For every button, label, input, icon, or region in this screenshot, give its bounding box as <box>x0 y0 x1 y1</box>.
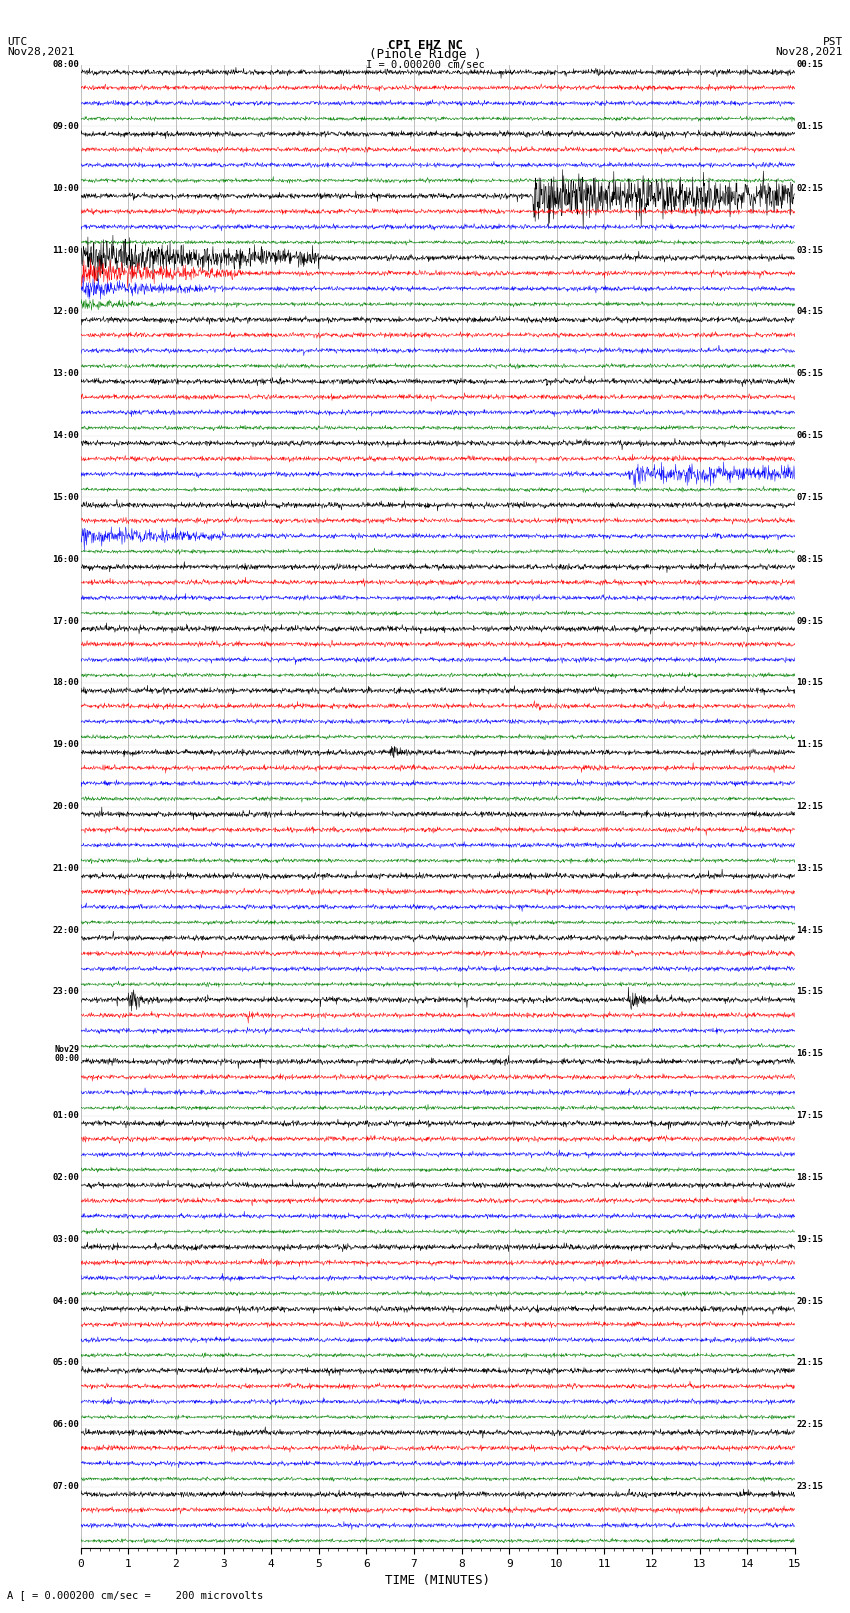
Text: 16:00: 16:00 <box>53 555 79 563</box>
Text: 23:15: 23:15 <box>796 1482 823 1490</box>
Text: 18:15: 18:15 <box>796 1173 823 1182</box>
Text: 20:00: 20:00 <box>53 802 79 811</box>
Text: 11:15: 11:15 <box>796 740 823 748</box>
Text: 01:00: 01:00 <box>53 1111 79 1119</box>
Text: 22:15: 22:15 <box>796 1421 823 1429</box>
Text: 22:00: 22:00 <box>53 926 79 934</box>
Text: Nov28,2021: Nov28,2021 <box>7 47 74 56</box>
Text: PST: PST <box>823 37 843 47</box>
Text: 06:15: 06:15 <box>796 431 823 440</box>
Text: 15:00: 15:00 <box>53 494 79 502</box>
Text: 02:00: 02:00 <box>53 1173 79 1182</box>
Text: CPI EHZ NC: CPI EHZ NC <box>388 39 462 52</box>
Text: 06:00: 06:00 <box>53 1421 79 1429</box>
Text: 10:15: 10:15 <box>796 679 823 687</box>
Text: 08:00: 08:00 <box>53 60 79 69</box>
Text: 14:15: 14:15 <box>796 926 823 934</box>
Text: Nov28,2021: Nov28,2021 <box>776 47 843 56</box>
Text: 09:00: 09:00 <box>53 123 79 131</box>
Text: 03:00: 03:00 <box>53 1236 79 1244</box>
Text: 19:00: 19:00 <box>53 740 79 748</box>
Text: 15:15: 15:15 <box>796 987 823 997</box>
Text: 11:00: 11:00 <box>53 245 79 255</box>
Text: 17:15: 17:15 <box>796 1111 823 1119</box>
Text: 20:15: 20:15 <box>796 1297 823 1305</box>
Text: Nov29: Nov29 <box>54 1045 79 1053</box>
Text: (Pinole Ridge ): (Pinole Ridge ) <box>369 48 481 61</box>
Text: 21:00: 21:00 <box>53 865 79 873</box>
Text: 10:00: 10:00 <box>53 184 79 192</box>
Text: 00:00: 00:00 <box>54 1053 79 1063</box>
Text: 04:00: 04:00 <box>53 1297 79 1305</box>
Text: 05:15: 05:15 <box>796 369 823 377</box>
Text: 08:15: 08:15 <box>796 555 823 563</box>
Text: 05:00: 05:00 <box>53 1358 79 1368</box>
Text: 07:00: 07:00 <box>53 1482 79 1490</box>
Text: 21:15: 21:15 <box>796 1358 823 1368</box>
Text: 09:15: 09:15 <box>796 616 823 626</box>
Text: A [ = 0.000200 cm/sec =    200 microvolts: A [ = 0.000200 cm/sec = 200 microvolts <box>7 1590 263 1600</box>
Text: 03:15: 03:15 <box>796 245 823 255</box>
Text: 00:15: 00:15 <box>796 60 823 69</box>
Text: 12:00: 12:00 <box>53 308 79 316</box>
Text: 18:00: 18:00 <box>53 679 79 687</box>
Text: 23:00: 23:00 <box>53 987 79 997</box>
Text: UTC: UTC <box>7 37 27 47</box>
Text: 16:15: 16:15 <box>796 1050 823 1058</box>
Text: 07:15: 07:15 <box>796 494 823 502</box>
Text: 13:15: 13:15 <box>796 865 823 873</box>
Text: 13:00: 13:00 <box>53 369 79 377</box>
Text: 17:00: 17:00 <box>53 616 79 626</box>
Text: 01:15: 01:15 <box>796 123 823 131</box>
Text: 04:15: 04:15 <box>796 308 823 316</box>
Text: 19:15: 19:15 <box>796 1236 823 1244</box>
Text: I = 0.000200 cm/sec: I = 0.000200 cm/sec <box>366 60 484 69</box>
Text: 12:15: 12:15 <box>796 802 823 811</box>
Text: 02:15: 02:15 <box>796 184 823 192</box>
X-axis label: TIME (MINUTES): TIME (MINUTES) <box>385 1574 490 1587</box>
Text: 14:00: 14:00 <box>53 431 79 440</box>
